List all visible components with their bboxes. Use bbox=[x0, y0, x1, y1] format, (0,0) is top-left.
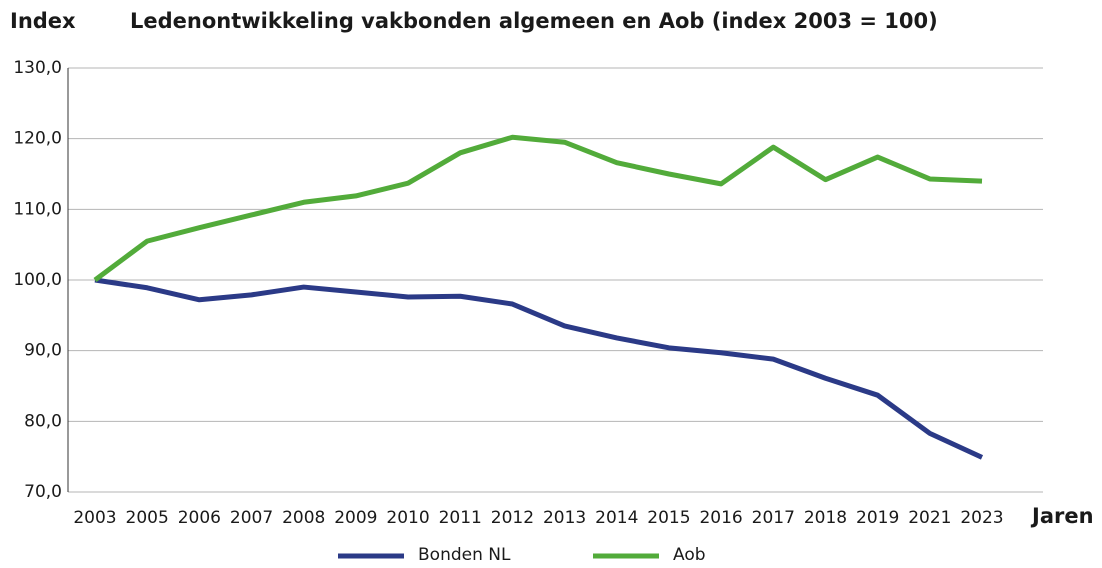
x-tick-label: 2021 bbox=[908, 508, 951, 528]
y-tick-label: 130,0 bbox=[13, 58, 62, 78]
x-tick-label: 2010 bbox=[386, 508, 429, 528]
y-tick-label: 120,0 bbox=[13, 129, 62, 149]
x-tick-label: 2003 bbox=[73, 508, 116, 528]
x-tick-label: 2016 bbox=[699, 508, 742, 528]
x-tick-label: 2011 bbox=[439, 508, 482, 528]
y-tick-label: 100,0 bbox=[13, 270, 62, 290]
y-tick-label: 90,0 bbox=[24, 341, 62, 361]
x-tick-label: 2005 bbox=[126, 508, 169, 528]
y-tick-label: 80,0 bbox=[24, 411, 62, 431]
y-axis-label: Index bbox=[10, 9, 76, 33]
x-tick-label: 2023 bbox=[960, 508, 1003, 528]
y-tick-label: 70,0 bbox=[24, 482, 62, 502]
x-tick-label: 2013 bbox=[543, 508, 586, 528]
line bbox=[94, 277, 984, 460]
x-tick-label: 2015 bbox=[647, 508, 690, 528]
x-tick-label: 2006 bbox=[178, 508, 221, 528]
y-tick-label: 110,0 bbox=[13, 199, 62, 219]
x-tick-label: 2008 bbox=[282, 508, 325, 528]
legend-label: Aob bbox=[673, 545, 706, 564]
x-axis-label: Jaren bbox=[1030, 504, 1094, 528]
x-tick-label: 2019 bbox=[856, 508, 899, 528]
x-tick-label: 2007 bbox=[230, 508, 273, 528]
line bbox=[93, 134, 983, 283]
chart-title: Ledenontwikkeling vakbonden algemeen en … bbox=[130, 9, 938, 33]
x-tick-label: 2012 bbox=[491, 508, 534, 528]
x-tick-label: 2009 bbox=[334, 508, 377, 528]
legend-label: Bonden NL bbox=[418, 545, 511, 564]
x-tick-label: 2014 bbox=[595, 508, 638, 528]
x-tick-label: 2017 bbox=[752, 508, 795, 528]
x-tick-label: 2018 bbox=[804, 508, 847, 528]
